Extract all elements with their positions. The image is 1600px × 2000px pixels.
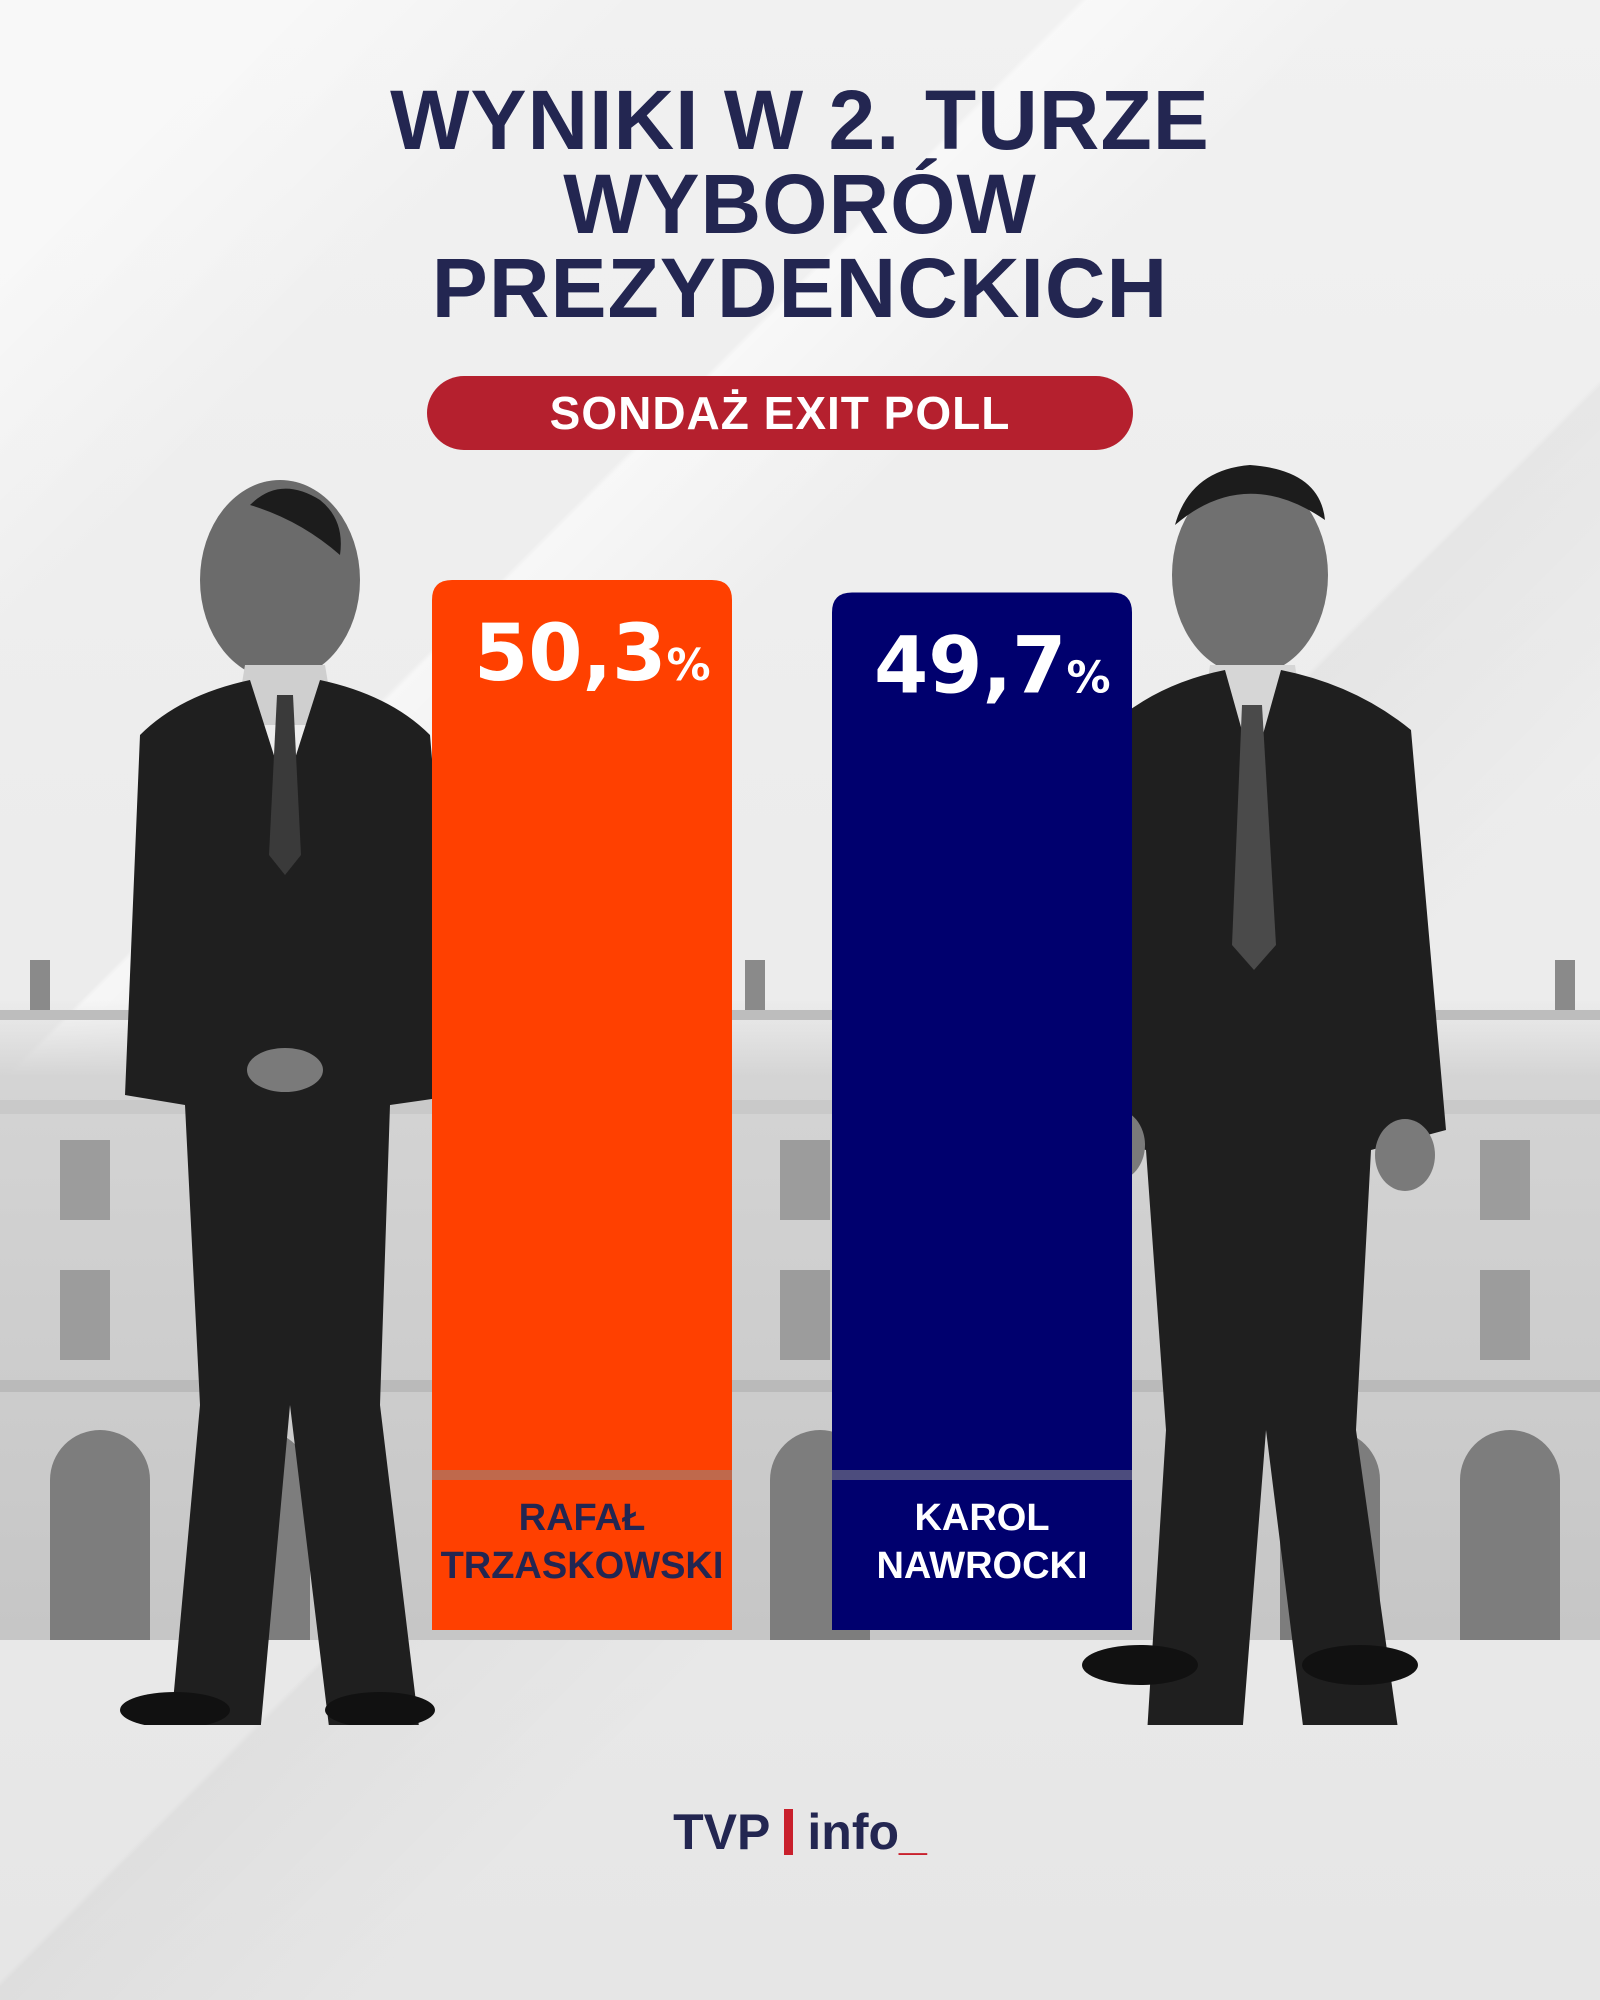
logo-cursor: _ <box>899 1804 927 1860</box>
title-line: PREZYDENCKICH <box>431 241 1169 335</box>
bar-trzaskowski <box>432 580 732 1630</box>
title-line: WYNIKI W 2. TURZE <box>390 73 1210 167</box>
logo-brand: TVP <box>673 1804 771 1860</box>
bar-name-label: NAWROCKI <box>876 1545 1087 1587</box>
bar-name-label: TRZASKOWSKI <box>441 1545 724 1587</box>
logo-divider <box>784 1809 794 1855</box>
bar-value-unit: % <box>1066 653 1110 704</box>
bar-name-label: KAROL <box>914 1497 1049 1539</box>
bar-nawrocki <box>832 592 1132 1630</box>
bar-value-unit: % <box>666 640 710 691</box>
bar-separator <box>832 1470 1132 1480</box>
logo-product: info <box>807 1804 900 1860</box>
page-title: WYNIKI W 2. TURZE WYBORÓW PREZYDENCKICH <box>0 78 1600 330</box>
left-candidate-photo <box>120 480 460 1725</box>
bar-separator <box>432 1470 732 1480</box>
bar-name-label: RAFAŁ <box>519 1497 646 1539</box>
tvp-info-logo: TVP info_ <box>0 1800 1600 1864</box>
title-line: WYBORÓW <box>563 157 1037 251</box>
subtitle-badge: SONDAŻ EXIT POLL <box>427 376 1133 450</box>
